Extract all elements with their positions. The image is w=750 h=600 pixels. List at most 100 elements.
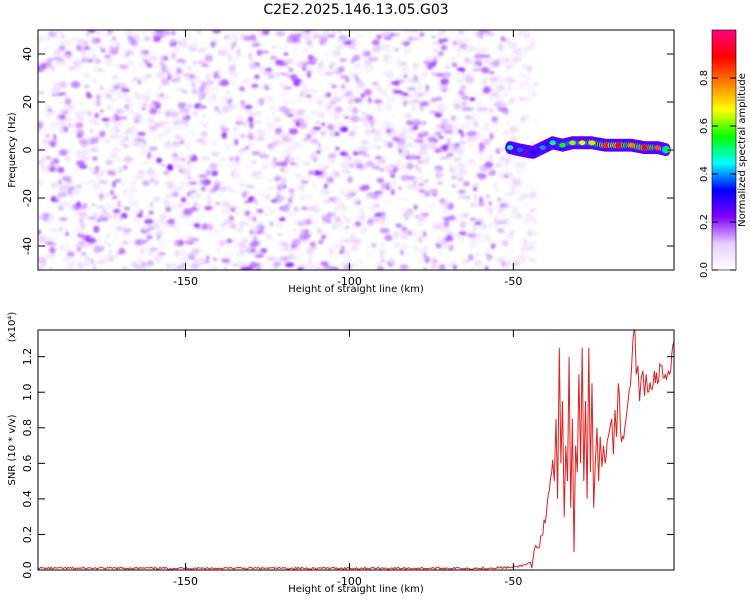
noise-blob	[177, 257, 182, 261]
noise-blob	[463, 38, 471, 44]
noise-blob	[370, 145, 379, 150]
noise-blob	[473, 200, 478, 207]
noise-blob	[430, 265, 435, 270]
noise-blob	[294, 173, 303, 179]
noise-blob	[462, 252, 468, 257]
noise-blob	[133, 210, 140, 214]
noise-blob	[182, 39, 187, 45]
noise-blob	[318, 95, 327, 103]
noise-blob	[281, 178, 287, 184]
noise-blob	[289, 193, 295, 200]
noise-blob	[66, 256, 75, 263]
noise-blob	[324, 36, 328, 43]
noise-blob	[454, 38, 464, 44]
noise-blob	[141, 97, 148, 104]
noise-blob	[92, 135, 98, 140]
noise-blob	[76, 100, 87, 107]
noise-blob	[529, 219, 537, 225]
noise-blob	[77, 261, 83, 269]
noise-blob	[303, 87, 310, 93]
noise-blob	[388, 128, 393, 132]
noise-blob	[350, 100, 354, 106]
noise-blob	[79, 229, 84, 235]
noise-blob	[94, 119, 99, 125]
noise-blob	[526, 229, 533, 233]
noise-blob	[351, 238, 362, 245]
noise-blob	[441, 94, 447, 98]
colorbar: 0.0 0.2 0.4 0.6 0.8 Normalized spectral ampl…	[699, 29, 748, 278]
noise-blob	[199, 179, 206, 185]
noise-blob	[96, 81, 102, 87]
noise-blob	[98, 130, 106, 138]
noise-blob	[271, 105, 276, 111]
signal-peak	[539, 145, 547, 151]
noise-blob	[327, 34, 336, 38]
noise-blob	[458, 243, 466, 246]
noise-blob	[498, 267, 506, 270]
noise-blob	[276, 46, 284, 50]
noise-blob	[80, 263, 91, 267]
noise-blob	[277, 133, 287, 136]
noise-blob	[390, 81, 400, 85]
noise-blob	[269, 82, 275, 86]
noise-blob	[292, 257, 299, 261]
noise-blob	[457, 141, 467, 145]
noise-blob	[146, 50, 156, 54]
noise-blob	[279, 152, 284, 160]
noise-blob	[76, 247, 81, 252]
noise-blob	[133, 43, 141, 48]
noise-blob	[447, 231, 455, 236]
noise-blob	[478, 32, 484, 40]
snr-ytick-label: 0.8	[21, 419, 34, 437]
noise-blob	[370, 56, 378, 59]
noise-blob	[129, 183, 134, 189]
noise-blob	[300, 185, 305, 191]
noise-blob	[93, 245, 103, 253]
noise-blob	[303, 91, 309, 94]
noise-blob	[252, 111, 263, 117]
noise-blob	[250, 240, 260, 247]
noise-blob	[418, 183, 425, 187]
noise-blob	[351, 86, 358, 93]
noise-blob	[64, 244, 72, 251]
noise-blob	[479, 164, 489, 172]
noise-blob	[429, 201, 437, 208]
noise-blob	[341, 112, 345, 116]
noise-blob	[220, 127, 229, 132]
noise-blob	[476, 58, 486, 64]
noise-blob	[422, 231, 427, 238]
noise-blob	[102, 211, 110, 219]
noise-blob	[419, 101, 430, 107]
noise-blob	[70, 120, 76, 127]
noise-blob	[210, 152, 220, 157]
noise-blob	[258, 66, 265, 72]
noise-blob	[145, 89, 151, 94]
noise-blob	[413, 75, 419, 82]
noise-blob	[457, 129, 463, 134]
noise-blob	[154, 101, 161, 110]
noise-blob	[87, 216, 97, 220]
noise-blob	[412, 155, 422, 160]
noise-blob	[97, 188, 104, 195]
noise-blob	[214, 258, 218, 262]
noise-blob	[120, 119, 129, 127]
noise-blob	[312, 183, 318, 190]
noise-blob	[89, 118, 94, 126]
noise-blob	[467, 106, 475, 112]
noise-blob	[295, 187, 301, 191]
noise-blob	[221, 184, 226, 191]
noise-blob	[59, 41, 63, 44]
noise-blob	[325, 92, 332, 98]
signal-peak	[506, 145, 514, 151]
noise-blob	[481, 81, 488, 86]
noise-blob	[205, 255, 210, 261]
noise-blob	[482, 124, 487, 127]
noise-blob	[450, 115, 457, 121]
noise-blob	[307, 54, 314, 61]
noise-blob	[186, 130, 197, 134]
noise-blob	[149, 55, 159, 61]
noise-blob	[191, 258, 201, 262]
noise-blob	[282, 99, 289, 107]
noise-blob	[39, 241, 43, 245]
noise-blob	[139, 248, 146, 255]
